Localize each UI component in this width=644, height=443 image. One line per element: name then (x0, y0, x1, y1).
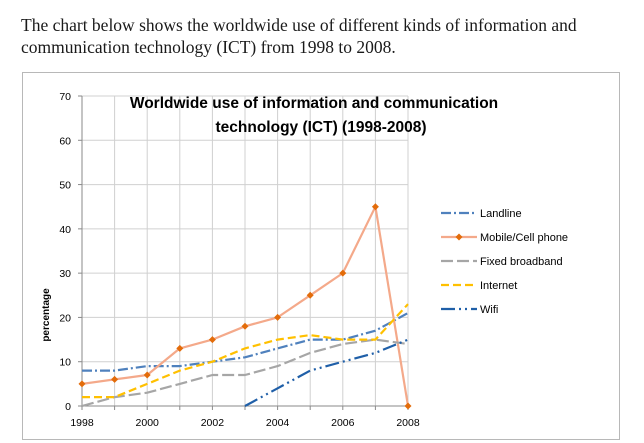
y-tick-label: 60 (59, 135, 71, 147)
y-tick-label: 30 (59, 268, 71, 280)
x-tick-label: 2006 (331, 417, 355, 429)
data-point-marker (339, 269, 347, 277)
grid-lines (82, 95, 409, 406)
data-point-marker (306, 291, 314, 299)
y-tick-label: 50 (59, 180, 71, 192)
y-tick-label: 0 (65, 401, 71, 413)
y-tick-label: 20 (59, 312, 71, 324)
series-line-wifi (244, 338, 409, 407)
y-axis-label: percentage (41, 288, 52, 342)
x-tick-label: 2000 (136, 417, 160, 429)
legend-label-fixed-broadband: Fixed broadband (480, 256, 563, 268)
legend-label-internet: Internet (480, 280, 517, 292)
series-line-fixed-broadband (81, 338, 409, 408)
series-line-internet (82, 303, 409, 399)
series-lines (78, 203, 412, 410)
data-point-marker (111, 375, 119, 383)
legend-label-landline: Landline (480, 208, 522, 220)
data-point-marker (241, 322, 249, 330)
legend-label-mobile-cell-phone: Mobile/Cell phone (480, 232, 568, 244)
data-point-marker (78, 380, 86, 388)
x-tick-label: 2004 (266, 417, 290, 429)
data-point-marker (143, 371, 151, 379)
chart-caption: The chart below shows the worldwide use … (21, 15, 577, 57)
y-tick-label: 70 (59, 91, 71, 103)
x-tick-label: 2008 (396, 417, 420, 429)
legend: Landline Mobile/Cell phone Fixed broadband… (441, 208, 568, 316)
chart-title-line-1: Worldwide use of information and communi… (130, 95, 498, 112)
data-point-marker (208, 336, 216, 344)
data-point-marker (371, 203, 379, 211)
x-tick-label: 2002 (201, 417, 225, 429)
axes (78, 95, 409, 410)
legend-label-wifi: Wifi (480, 304, 498, 316)
series-line-landline (82, 312, 409, 372)
y-tick-label: 40 (59, 224, 71, 236)
data-point-marker (404, 402, 412, 410)
chart-frame: 0 10 20 30 40 50 60 70 1998 2000 2002 2004 2006 2008 … (22, 72, 620, 440)
chart-title-line-2: technology (ICT) (1998-2008) (215, 119, 426, 136)
data-point-marker (274, 313, 282, 321)
legend-marker (455, 233, 463, 241)
y-tick-label: 10 (59, 357, 71, 369)
tick-labels: 0 10 20 30 40 50 60 70 1998 2000 2002 2004 2006 2008 (59, 91, 420, 429)
x-tick-label: 1998 (70, 417, 94, 429)
data-point-marker (176, 344, 184, 352)
